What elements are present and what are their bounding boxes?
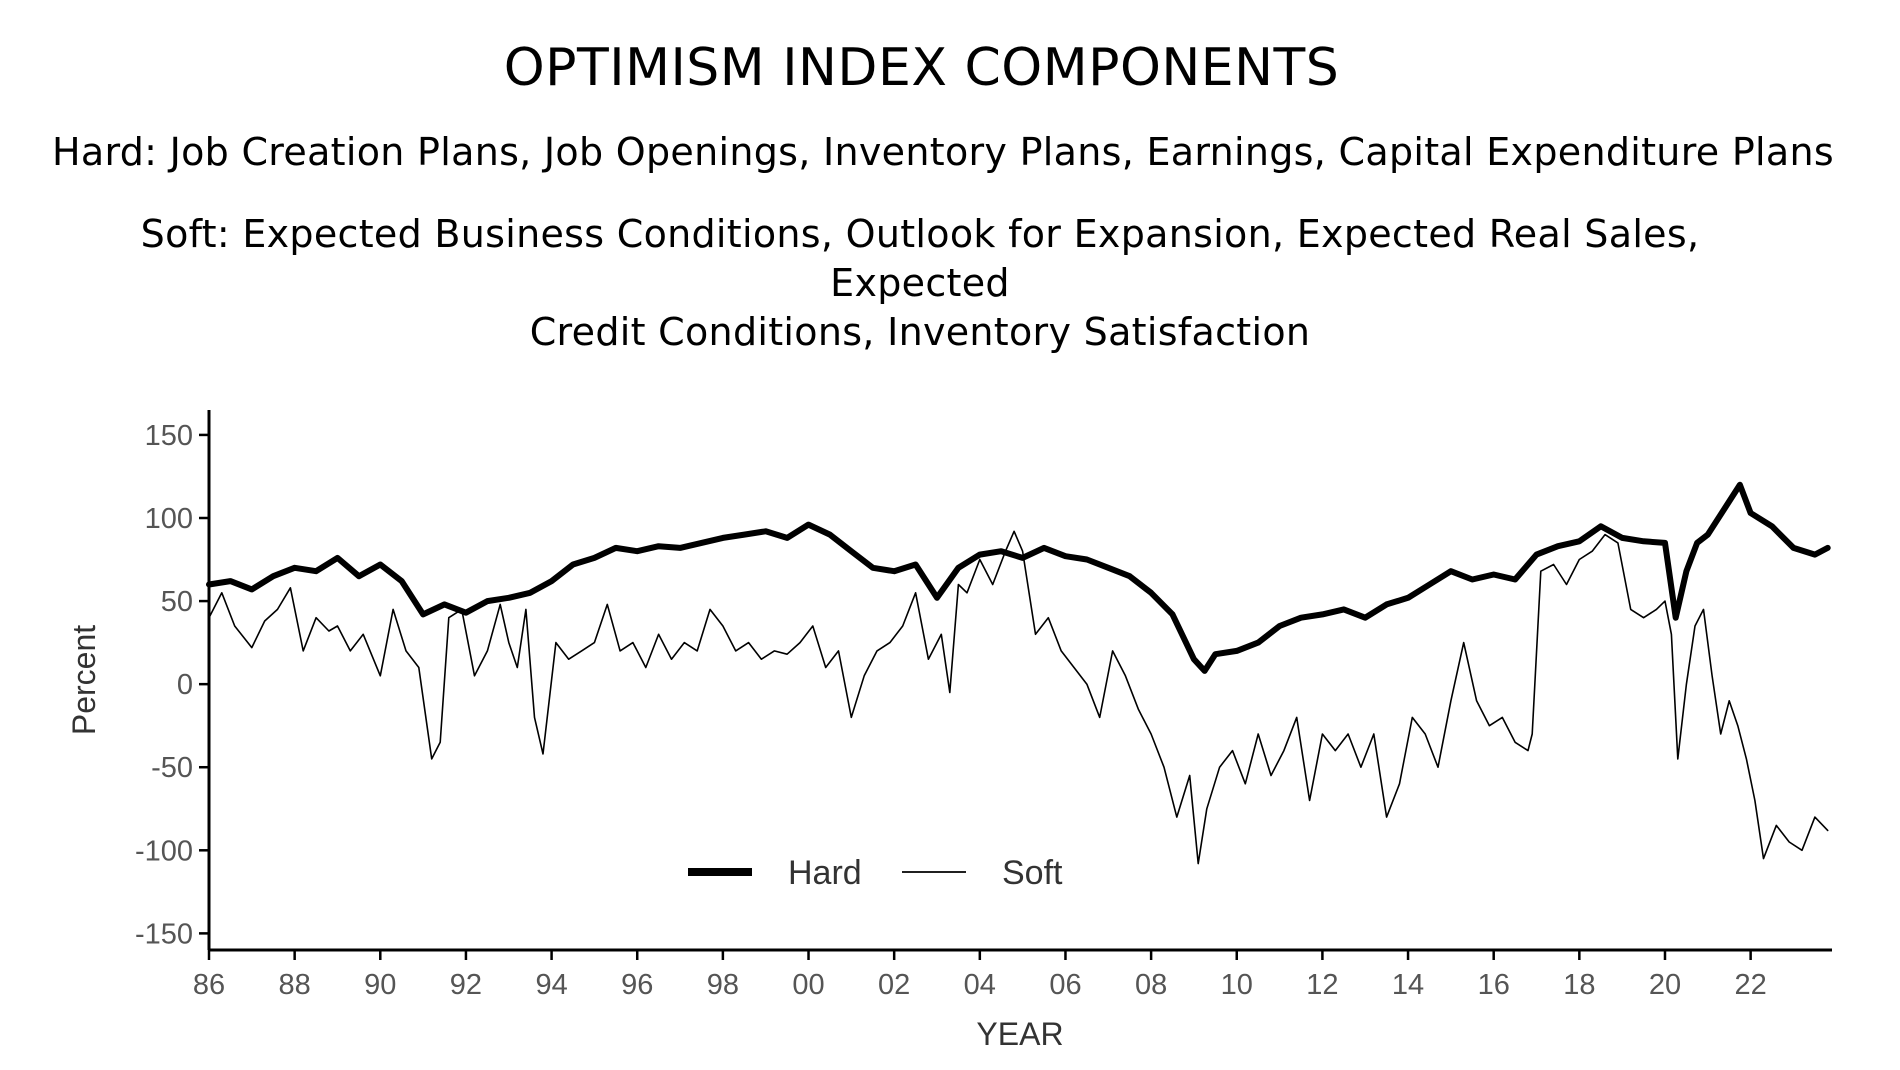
series-line-hard bbox=[206, 481, 1831, 674]
y-tick-label: 0 bbox=[177, 669, 193, 701]
x-tick-label: 18 bbox=[1563, 969, 1595, 1001]
y-tick-label: -50 bbox=[151, 752, 193, 784]
x-tick-label: 94 bbox=[535, 969, 567, 1001]
legend-label-hard: Hard bbox=[788, 854, 862, 892]
x-tick-label: 08 bbox=[1135, 969, 1167, 1001]
x-tick-label: 06 bbox=[1049, 969, 1081, 1001]
x-tick-label: 00 bbox=[792, 969, 824, 1001]
x-tick-label: 16 bbox=[1478, 969, 1510, 1001]
legend: Hard Soft bbox=[688, 854, 1063, 892]
y-tick-label: -150 bbox=[135, 918, 193, 950]
soft-components-text: Soft: Expected Business Conditions, Outl… bbox=[60, 210, 1780, 357]
soft-components-line-1: Soft: Expected Business Conditions, Outl… bbox=[140, 212, 1700, 305]
x-axis-label: YEAR bbox=[976, 1016, 1063, 1052]
x-tick-label: 12 bbox=[1306, 969, 1338, 1001]
y-tick-label: -100 bbox=[135, 835, 193, 867]
x-tick-label: 88 bbox=[279, 969, 311, 1001]
x-tick-label: 98 bbox=[707, 969, 739, 1001]
x-tick-label: 04 bbox=[964, 969, 996, 1001]
x-tick-label: 22 bbox=[1735, 969, 1767, 1001]
y-tick-label: 50 bbox=[161, 586, 193, 618]
hard-components-text: Hard: Job Creation Plans, Job Openings, … bbox=[52, 130, 1834, 174]
chart-title: OPTIMISM INDEX COMPONENTS bbox=[503, 38, 1340, 98]
x-tick-label: 86 bbox=[193, 969, 225, 1001]
y-tick-label: 150 bbox=[145, 420, 193, 452]
plot-area bbox=[206, 481, 1831, 865]
x-tick-label: 02 bbox=[878, 969, 910, 1001]
x-tick-label: 10 bbox=[1221, 969, 1253, 1001]
x-tick-label: 96 bbox=[621, 969, 653, 1001]
series-line-soft bbox=[208, 530, 1829, 865]
x-tick-label: 92 bbox=[450, 969, 482, 1001]
legend-label-soft: Soft bbox=[1002, 854, 1063, 892]
soft-components-line-2: Credit Conditions, Inventory Satisfactio… bbox=[529, 310, 1311, 354]
x-tick-label: 90 bbox=[364, 969, 396, 1001]
y-tick-label: 100 bbox=[145, 503, 193, 535]
x-tick-label: 14 bbox=[1392, 969, 1424, 1001]
x-tick-label: 20 bbox=[1649, 969, 1681, 1001]
y-axis-label: Percent bbox=[66, 625, 102, 735]
